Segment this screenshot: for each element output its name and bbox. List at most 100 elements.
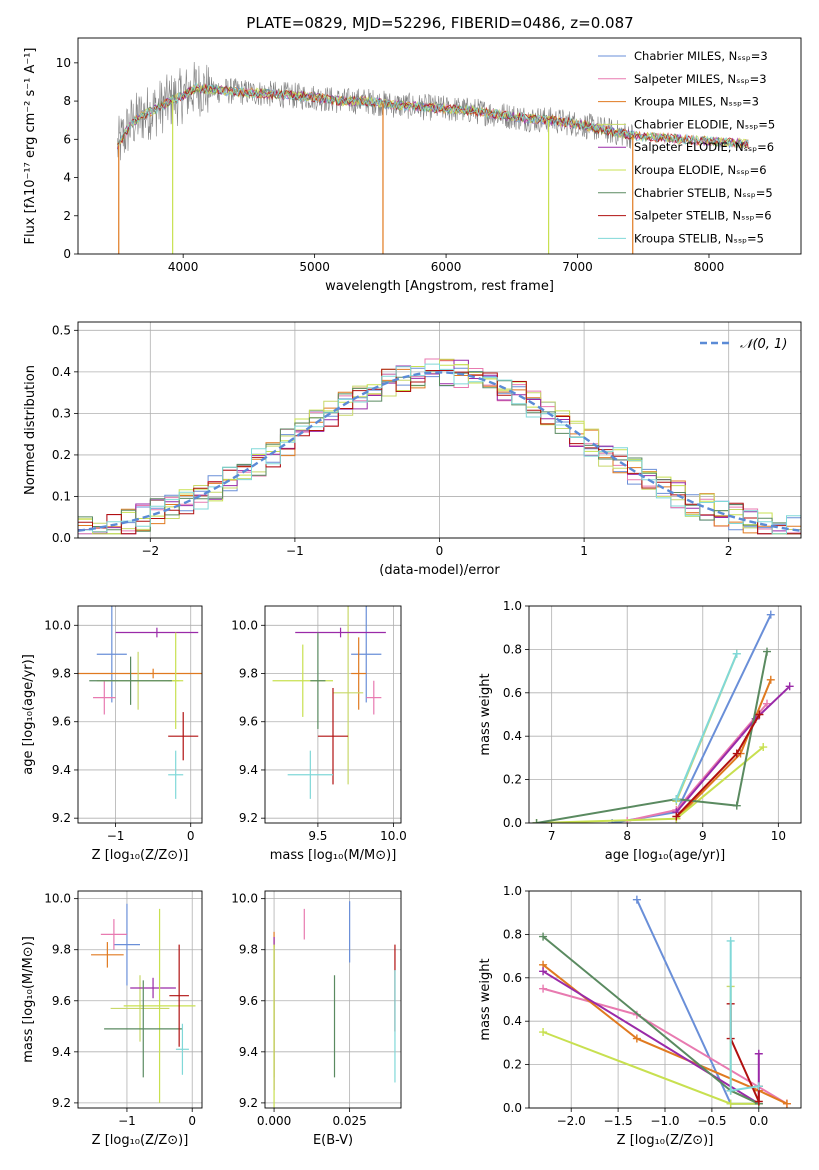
y-tick-label: 10 <box>56 56 71 70</box>
x-tick-label: 7000 <box>562 260 593 274</box>
y-tick-label: 0.6 <box>503 971 522 985</box>
weight-marker <box>672 795 681 804</box>
y-tick-label: 9.6 <box>239 715 258 729</box>
weight-marker <box>759 743 768 752</box>
x-tick-label: −1.0 <box>650 1114 679 1128</box>
legend-label: Salpeter ELODIE, Nₛₛₚ=6 <box>634 140 774 154</box>
weight-series-line <box>536 746 764 823</box>
y-axis-label: Flux [fλ10⁻¹⁷ erg cm⁻² s⁻¹ A⁻¹] <box>23 48 38 245</box>
age_vs_mass-panel: 9.5 10.0 9.2 9.4 9.6 9.8 10.0 mass [log₁₀(M/M⊙)… <box>231 605 407 863</box>
x-tick-label: 0 <box>188 1114 196 1128</box>
legend-label: Salpeter STELIB, Nₛₛₚ=6 <box>634 209 772 223</box>
y-tick-label: 10.0 <box>44 618 71 632</box>
x-tick-label: −2 <box>141 544 159 558</box>
x-axis-label: (data-model)/error <box>379 563 500 578</box>
weight-marker <box>632 895 641 904</box>
gaussian-curve <box>78 371 801 532</box>
x-axis-label: age [log₁₀(age/yr)] <box>605 848 726 863</box>
age_vs_Z-frame <box>77 605 203 824</box>
residuals-frame <box>77 321 802 539</box>
x-tick-label: −1 <box>118 1114 136 1128</box>
y-tick-label: 9.8 <box>52 667 71 681</box>
weight-marker <box>766 610 775 619</box>
x-tick-label: 10 <box>771 829 786 843</box>
legend-label: Kroupa STELIB, Nₛₛₚ=5 <box>634 231 764 245</box>
y-tick-label: 9.4 <box>239 763 258 777</box>
weight_vs_Z-panel: −2.0 −1.5 −1.0 −0.5 0.0 0.0 0.2 0.4 0.6 0.8 1.0 Z [… <box>478 884 802 1148</box>
weight_vs_Z-frame <box>528 890 802 1109</box>
x-tick-label: −1.5 <box>604 1114 633 1128</box>
y-axis-label: age [log₁₀(age/yr)] <box>21 654 36 775</box>
legend-label: 𝒩(0, 1) <box>740 337 787 352</box>
weight-series-line <box>542 935 760 1105</box>
y-tick-label: 9.2 <box>239 811 258 825</box>
y-tick-label: 0.0 <box>52 531 71 545</box>
y-tick-label: 9.8 <box>239 667 258 681</box>
residuals-panel: −2 −1 0 1 2 0.0 0.1 0.2 0.3 0.4 0.5 (data-model)/er… <box>23 321 802 578</box>
x-tick-label: −1 <box>286 544 304 558</box>
y-tick-label: 0.5 <box>52 323 71 337</box>
x-tick-label: 0.025 <box>332 1114 366 1128</box>
x-tick-label: 10.0 <box>380 829 407 843</box>
y-axis-label: mass weight <box>478 958 493 1040</box>
y-tick-label: 0.2 <box>503 1058 522 1072</box>
y-tick-label: 9.4 <box>52 763 71 777</box>
weight-marker <box>532 819 541 823</box>
x-tick-label: 0 <box>436 544 444 558</box>
y-axis-label: mass weight <box>478 673 493 755</box>
y-tick-label: 9.4 <box>239 1045 258 1059</box>
x-tick-label: 0.000 <box>257 1114 291 1128</box>
x-tick-label: 7 <box>548 829 556 843</box>
y-tick-label: 9.2 <box>52 1096 71 1110</box>
histogram-series <box>78 368 801 535</box>
x-tick-label: 5000 <box>299 260 330 274</box>
y-tick-label: 9.4 <box>52 1045 71 1059</box>
mass_vs_EBV-panel: 0.000 0.025 9.2 9.4 9.6 9.8 10.0 E(B-V) <box>231 890 402 1148</box>
weight-series-line <box>536 651 768 823</box>
x-tick-label: 8000 <box>694 260 725 274</box>
weight_vs_age-frame <box>528 605 802 824</box>
y-tick-label: 9.8 <box>239 943 258 957</box>
weight-marker <box>632 1034 641 1043</box>
x-tick-label: −2.0 <box>557 1114 586 1128</box>
weight-marker <box>539 932 548 941</box>
y-tick-label: 9.6 <box>239 994 258 1008</box>
y-axis-label: Normed distribution <box>23 365 38 495</box>
weight-marker <box>672 812 681 821</box>
y-tick-label: 0.8 <box>503 642 522 656</box>
x-tick-label: 8 <box>623 829 631 843</box>
y-tick-label: 0.3 <box>52 406 71 420</box>
x-tick-label: 2 <box>725 544 733 558</box>
y-tick-label: 1.0 <box>503 884 522 898</box>
weight-marker <box>726 936 735 945</box>
y-tick-label: 0.4 <box>503 1014 522 1028</box>
y-tick-label: 8 <box>63 94 71 108</box>
x-axis-label: wavelength [Angstrom, rest frame] <box>325 279 554 294</box>
weight-marker <box>785 682 794 691</box>
x-axis-label: E(B-V) <box>313 1133 353 1148</box>
y-tick-label: 0.0 <box>503 816 522 830</box>
y-tick-label: 0.6 <box>503 686 522 700</box>
x-axis-label: Z [log₁₀(Z/Z⊙)] <box>92 1133 189 1148</box>
legend-label: Chabrier MILES, Nₛₛₚ=3 <box>634 49 768 63</box>
weight-marker <box>539 1028 548 1037</box>
weight-series-line <box>675 653 738 800</box>
weight-marker <box>539 984 548 993</box>
spectrum-legend: Chabrier MILES, Nₛₛₚ=3 Salpeter MILES, Nₛ… <box>598 49 775 245</box>
y-tick-label: 0.8 <box>503 927 522 941</box>
weight-series-line <box>675 685 791 813</box>
y-tick-label: 10.0 <box>231 618 258 632</box>
x-tick-label: 9 <box>699 829 707 843</box>
legend-label: Chabrier STELIB, Nₛₛₚ=5 <box>634 186 773 200</box>
x-tick-label: 9.5 <box>308 829 327 843</box>
y-tick-label: 2 <box>63 209 71 223</box>
figure-title: PLATE=0829, MJD=52296, FIBERID=0486, z=0… <box>246 14 633 32</box>
weight-marker <box>732 801 741 810</box>
weight-marker <box>754 1082 763 1091</box>
y-tick-label: 0.4 <box>503 729 522 743</box>
y-tick-label: 10.0 <box>231 892 258 906</box>
weight-marker <box>754 1097 763 1106</box>
y-tick-label: 0.0 <box>503 1101 522 1115</box>
y-tick-label: 0.1 <box>52 489 71 503</box>
